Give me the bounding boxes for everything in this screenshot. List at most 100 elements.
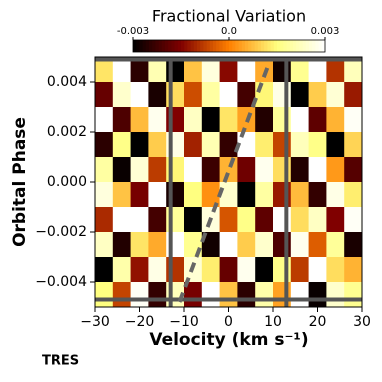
heat-cell: [344, 157, 363, 183]
heat-cell: [201, 132, 221, 158]
colorbar-swatch: [302, 40, 307, 52]
heat-cell: [95, 182, 114, 208]
colorbar-swatch: [289, 40, 294, 52]
heat-cell: [201, 257, 221, 283]
y-axis-label: Orbital Phase: [10, 117, 30, 247]
heat-cell: [326, 182, 345, 208]
heat-cell: [130, 282, 149, 308]
x-tick-label: 0: [224, 314, 233, 330]
heat-cell: [95, 207, 114, 233]
colorbar-swatch: [293, 40, 297, 52]
colorbar-swatch: [254, 40, 259, 52]
heat-cell: [201, 107, 221, 133]
colorbar-swatch: [321, 40, 326, 52]
heat-cell: [112, 82, 132, 108]
colorbar-swatch: [232, 40, 236, 52]
heat-cell: [184, 132, 203, 158]
heat-cell: [201, 182, 221, 208]
heat-cell: [273, 232, 292, 258]
heat-cell: [219, 57, 238, 83]
heat-cell: [255, 282, 274, 308]
heat-cell: [290, 157, 310, 183]
colorbar-swatch: [181, 40, 185, 52]
colorbar-swatch: [158, 40, 163, 52]
heat-cell: [255, 257, 274, 283]
heat-cell: [326, 107, 345, 133]
colorbar-swatch: [206, 40, 211, 52]
heat-cell: [237, 132, 256, 158]
heat-cell: [201, 82, 221, 108]
heat-cell: [308, 82, 327, 108]
colorbar-swatch: [149, 40, 153, 52]
heat-cell: [219, 157, 238, 183]
heat-cell: [184, 207, 203, 233]
colorbar-tick-label: -0.003: [117, 26, 149, 37]
heat-cell: [219, 232, 238, 258]
heat-cell: [308, 232, 327, 258]
y-tick-label: 0.000: [47, 174, 87, 190]
heat-cell: [290, 107, 310, 133]
colorbar-swatch: [273, 40, 278, 52]
y-tick-label: −0.004: [35, 274, 87, 290]
colorbar-label: Fractional Variation: [152, 7, 306, 26]
colorbar-swatch: [152, 40, 156, 52]
heat-cell: [201, 157, 221, 183]
heat-cell: [184, 182, 203, 208]
colorbar-swatch: [296, 40, 300, 52]
heat-cell: [237, 232, 256, 258]
heat-cell: [219, 257, 238, 283]
colorbar-swatch: [165, 40, 169, 52]
heat-cell: [148, 257, 167, 283]
heat-cell: [184, 82, 203, 108]
heat-cell: [308, 57, 327, 83]
heat-cell: [112, 57, 132, 83]
heat-cell: [273, 132, 292, 158]
heat-cell: [237, 207, 256, 233]
colorbar-swatch: [299, 40, 304, 52]
heat-cell: [290, 182, 310, 208]
heat-cell: [308, 207, 327, 233]
heat-cell: [344, 57, 363, 83]
heat-cell: [148, 282, 167, 308]
colorbar-swatch: [248, 40, 252, 52]
colorbar-swatch: [261, 40, 265, 52]
heat-cell: [308, 157, 327, 183]
colorbar-swatch: [305, 40, 310, 52]
heat-cell: [255, 207, 274, 233]
heat-cell: [219, 282, 238, 308]
heat-cell: [148, 182, 167, 208]
heat-cell: [148, 57, 167, 83]
colorbar-swatch: [315, 40, 320, 52]
heat-cell: [237, 157, 256, 183]
colorbar-swatch: [235, 40, 240, 52]
heat-cell: [308, 182, 327, 208]
heat-cell: [130, 82, 149, 108]
x-tick-label: 30: [353, 314, 371, 330]
heat-cell: [112, 182, 132, 208]
heat-cell: [112, 157, 132, 183]
colorbar-swatch: [257, 40, 262, 52]
heat-cell: [255, 107, 274, 133]
x-tick-label: 20: [309, 314, 327, 330]
x-tick-label: −20: [125, 314, 155, 330]
colorbar-swatch: [155, 40, 160, 52]
heat-cell: [112, 282, 132, 308]
heat-cell: [308, 282, 327, 308]
colorbar-swatch: [216, 40, 220, 52]
heat-cell: [290, 282, 310, 308]
heat-cell: [308, 257, 327, 283]
heat-cell: [273, 182, 292, 208]
colorbar-swatch: [251, 40, 256, 52]
heat-cell: [326, 282, 345, 308]
heat-cell: [326, 57, 345, 83]
colorbar-swatch: [171, 40, 176, 52]
x-axis-label: Velocity (km s⁻¹): [149, 330, 308, 350]
heat-cell: [201, 57, 221, 83]
colorbar-swatch: [136, 40, 140, 52]
heat-cell: [326, 82, 345, 108]
heat-cell: [219, 207, 238, 233]
colorbar-swatch: [142, 40, 147, 52]
x-tick-label: −30: [80, 314, 110, 330]
heat-cell: [273, 207, 292, 233]
